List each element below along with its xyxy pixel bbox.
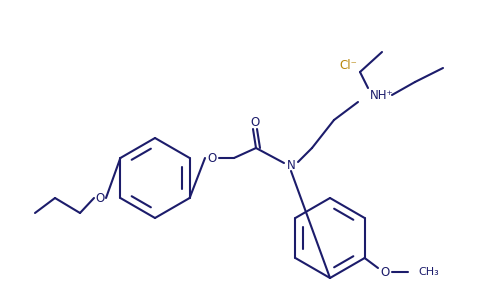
- Text: Cl⁻: Cl⁻: [339, 58, 357, 72]
- Text: O: O: [207, 151, 217, 165]
- Text: O: O: [250, 115, 260, 129]
- Text: CH₃: CH₃: [418, 267, 439, 277]
- Text: NH⁺: NH⁺: [370, 88, 394, 102]
- Text: O: O: [381, 266, 390, 278]
- Text: O: O: [95, 192, 105, 204]
- Text: N: N: [287, 159, 296, 171]
